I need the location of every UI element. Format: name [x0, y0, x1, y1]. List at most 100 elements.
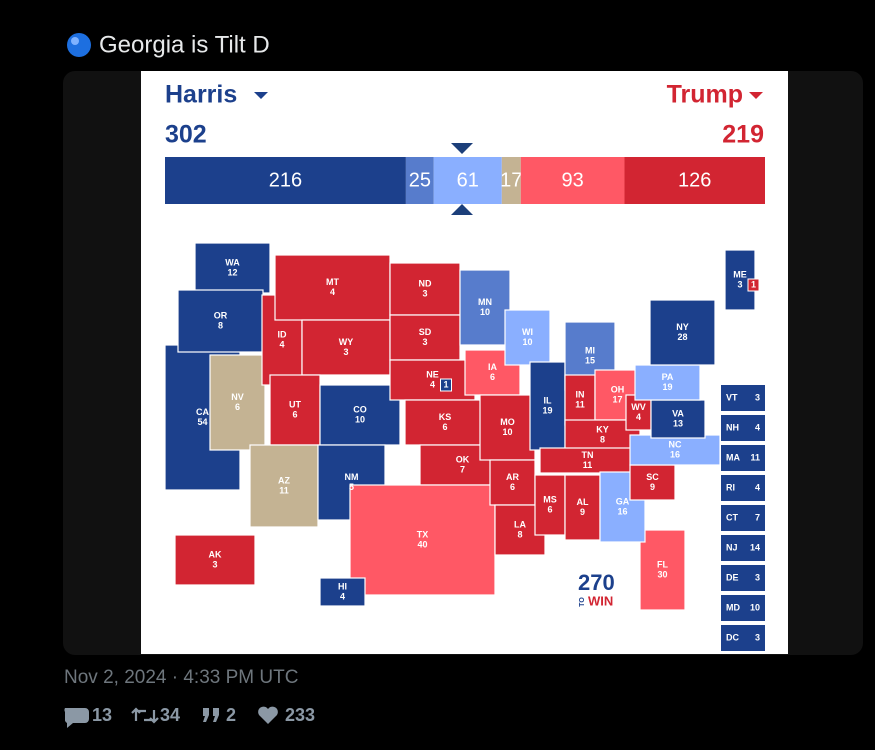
state-abbr: CA: [196, 407, 209, 417]
state-shape: [404, 399, 486, 446]
district-box: [747, 278, 760, 292]
state-abbr: MS: [543, 494, 557, 504]
state-ev: 4: [279, 339, 284, 349]
state-ev: 6: [235, 402, 240, 412]
state-ev: 17: [612, 394, 622, 404]
state-abbr: SC: [646, 472, 659, 482]
state-abbr: MI: [585, 345, 595, 355]
state-ev: 3: [422, 337, 427, 347]
small-state-box: [721, 385, 765, 411]
district-ev: 1: [751, 279, 756, 289]
state-abbr: KY: [596, 424, 609, 434]
small-state-abbr: VT: [726, 392, 738, 402]
state-abbr: HI: [338, 581, 347, 591]
state-ev: 19: [662, 382, 672, 392]
state-abbr: WA: [225, 257, 240, 267]
small-state-ev: 3: [755, 392, 760, 402]
state-abbr: OR: [214, 310, 228, 320]
trump-total: 219: [722, 121, 764, 149]
state-ev: 11: [575, 399, 585, 409]
state-ev: 6: [547, 504, 552, 514]
small-state-box: [721, 565, 765, 591]
state-ev: 9: [650, 482, 655, 492]
small-state-abbr: CT: [726, 512, 738, 522]
state-abbr: TN: [582, 450, 594, 460]
state-ev: 11: [279, 485, 289, 495]
small-state-box: [721, 445, 765, 471]
state-abbr: KS: [439, 412, 452, 422]
bar-label: 126: [678, 169, 711, 191]
state-abbr: UT: [289, 399, 301, 409]
state-ev: 5: [349, 482, 354, 492]
state-abbr: NE: [426, 369, 439, 379]
harris-name: Harris: [165, 81, 237, 109]
state-abbr: SD: [419, 327, 432, 337]
state-abbr: OH: [611, 384, 625, 394]
state-ev: 4: [430, 379, 435, 389]
state-ev: 3: [737, 279, 742, 289]
like-icon: [258, 706, 278, 724]
state-ev: 4: [330, 287, 335, 297]
small-state-abbr: MA: [726, 452, 740, 462]
state-ev: 16: [670, 449, 680, 459]
state-ev: 3: [422, 288, 427, 298]
small-state-box: [721, 475, 765, 501]
state-ev: 7: [460, 464, 465, 474]
state-abbr: NC: [669, 439, 682, 449]
state-abbr: AZ: [278, 475, 290, 485]
state-shape: [209, 354, 266, 451]
state-abbr: VA: [672, 408, 684, 418]
state-abbr: FL: [657, 559, 668, 569]
small-state-ev: 4: [755, 422, 760, 432]
small-state-ev: 4: [755, 482, 760, 492]
small-state-abbr: NH: [726, 422, 739, 432]
trump-dropdown: [749, 92, 763, 99]
state-ev: 6: [490, 372, 495, 382]
small-state-abbr: MD: [726, 602, 740, 612]
small-state-ev: 3: [755, 632, 760, 642]
small-state-abbr: NJ: [726, 542, 738, 552]
state-shape: [177, 289, 264, 353]
state-abbr: ID: [278, 329, 288, 339]
state-abbr: ND: [419, 278, 432, 288]
harris-total: 302: [165, 121, 207, 149]
state-shape: [629, 434, 721, 466]
state-ev: 10: [522, 337, 532, 347]
state-ev: 9: [580, 507, 585, 517]
state-abbr: AR: [506, 472, 519, 482]
state-abbr: MO: [500, 417, 515, 427]
state-abbr: IL: [544, 395, 553, 405]
state-ev: 12: [227, 267, 237, 277]
state-abbr: WY: [339, 337, 354, 347]
state-ev: 11: [583, 460, 593, 470]
quote-icon: [203, 708, 219, 722]
state-abbr: NV: [231, 392, 244, 402]
state-abbr: MT: [326, 277, 339, 287]
bar-label: 216: [269, 169, 302, 191]
small-state-box: [721, 535, 765, 561]
bar-segment: [624, 157, 765, 204]
state-shape: [349, 484, 496, 596]
small-state-ev: 7: [755, 512, 760, 522]
district-ev: 1: [443, 379, 448, 389]
state-ev: 10: [480, 307, 490, 317]
small-state-box: [721, 595, 765, 621]
logo-win: WIN: [588, 593, 613, 608]
state-ev: 8: [600, 434, 605, 444]
blue-circle-emoji: [67, 33, 91, 57]
small-state-abbr: DC: [726, 632, 739, 642]
small-state-ev: 3: [755, 572, 760, 582]
state-ev: 3: [343, 347, 348, 357]
bar-label: 17: [500, 169, 522, 191]
state-shape: [194, 242, 271, 294]
small-state-ev: 10: [750, 602, 760, 612]
small-state-box: [721, 505, 765, 531]
state-ev: 40: [417, 539, 427, 549]
state-shape: [389, 314, 461, 361]
small-state-abbr: DE: [726, 572, 739, 582]
quote-count: 2: [226, 705, 236, 725]
state-abbr: NM: [345, 472, 359, 482]
state-shape: [650, 399, 706, 439]
state-ev: 54: [197, 417, 207, 427]
